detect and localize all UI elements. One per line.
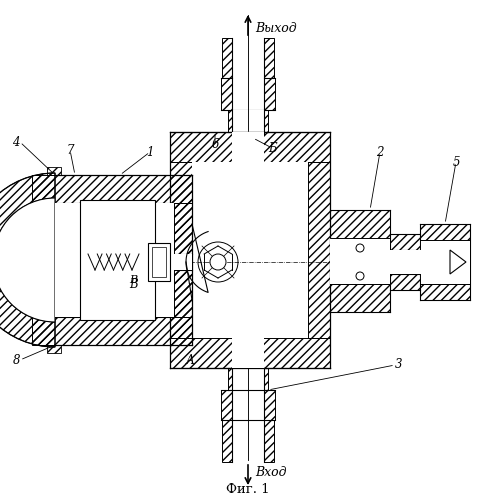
Bar (192, 162, 308, 338)
Text: Выход: Выход (255, 22, 296, 35)
Text: Б: Б (268, 142, 276, 154)
Text: В: В (129, 275, 137, 285)
Bar (232, 390, 264, 420)
Bar (170, 162, 192, 338)
Bar (390, 250, 450, 274)
Bar (32, 175, 192, 203)
Bar (55, 203, 174, 317)
Bar (390, 250, 420, 274)
Text: 1: 1 (146, 146, 154, 158)
Text: 8: 8 (13, 354, 20, 366)
Bar (170, 254, 192, 270)
Circle shape (356, 272, 364, 280)
Bar (232, 368, 264, 390)
Circle shape (210, 254, 226, 270)
Bar (228, 368, 268, 390)
Bar (232, 132, 264, 162)
Bar (222, 38, 232, 78)
Text: 6: 6 (211, 138, 219, 151)
Bar (420, 284, 470, 300)
Bar (232, 38, 264, 78)
Bar (232, 78, 264, 110)
Bar (390, 234, 420, 290)
Bar (330, 210, 390, 238)
Bar (221, 78, 275, 110)
Bar (152, 247, 166, 277)
Bar (308, 162, 330, 338)
Bar (232, 110, 264, 132)
Text: 3: 3 (395, 358, 402, 372)
Text: 2: 2 (376, 146, 384, 158)
Bar (170, 132, 330, 162)
Bar (32, 317, 192, 345)
Bar (420, 240, 470, 284)
Bar (148, 243, 170, 281)
Text: 7: 7 (66, 144, 74, 156)
Wedge shape (0, 198, 55, 322)
Text: 4: 4 (13, 136, 20, 148)
Bar (47, 167, 61, 175)
Circle shape (356, 244, 364, 252)
Text: Фиг. 1: Фиг. 1 (226, 483, 270, 496)
Bar (222, 420, 232, 462)
Bar (232, 420, 264, 462)
Text: В: В (129, 278, 137, 290)
Bar (232, 338, 264, 368)
Bar (174, 203, 192, 317)
Bar (330, 284, 390, 312)
Text: А: А (186, 354, 194, 366)
Bar (264, 38, 274, 78)
Bar (221, 390, 275, 420)
Text: 5: 5 (452, 156, 460, 168)
Bar (228, 110, 268, 132)
Bar (330, 238, 390, 284)
Bar (47, 345, 61, 353)
Bar (420, 224, 470, 240)
Text: Вход: Вход (255, 466, 286, 479)
Polygon shape (450, 250, 466, 274)
Bar (264, 420, 274, 462)
Bar (170, 338, 330, 368)
Bar (80, 200, 155, 320)
